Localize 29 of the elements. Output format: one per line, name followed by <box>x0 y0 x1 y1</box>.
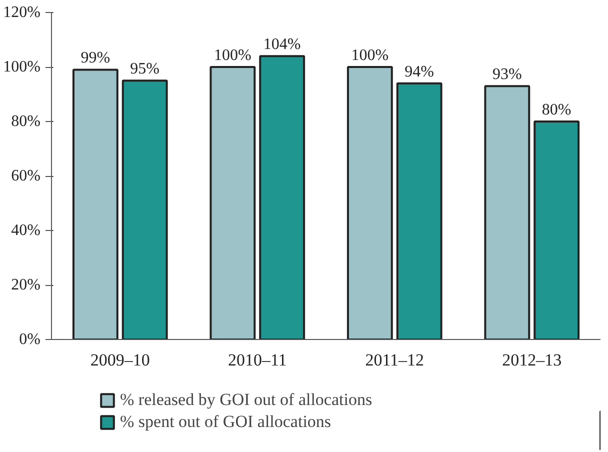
data-label: 95% <box>130 60 160 78</box>
x-tick-label: 2012–13 <box>502 350 562 370</box>
y-tick-label: 20% <box>11 276 40 294</box>
y-tick-label: 40% <box>11 222 40 239</box>
bar <box>346 66 393 340</box>
bar <box>396 82 442 340</box>
data-label: 80% <box>542 102 572 118</box>
y-tick-label: 60% <box>11 168 40 184</box>
data-label: 104% <box>263 36 301 54</box>
bar <box>122 80 168 340</box>
bar <box>210 66 256 340</box>
bar <box>72 68 118 340</box>
data-label: 99% <box>80 50 110 67</box>
x-tick-label: 2011–12 <box>365 350 424 370</box>
y-tick-label: 80% <box>11 113 40 130</box>
bar <box>259 55 306 340</box>
y-tick-label: 120% <box>3 4 40 21</box>
x-tick-label: 2009–10 <box>90 350 150 370</box>
y-tick-label: 0% <box>19 331 40 348</box>
data-label: 100% <box>214 47 252 64</box>
x-tick-label: 2010–11 <box>228 350 287 370</box>
legend-label: % released by GOI out of allocations <box>120 390 372 410</box>
bar <box>484 85 530 340</box>
data-label: 94% <box>404 63 434 80</box>
data-label: 100% <box>351 47 389 64</box>
bar <box>534 120 580 340</box>
legend-label: % spent out of GOI allocations <box>120 412 332 432</box>
y-tick-label: 100% <box>3 58 40 76</box>
data-label: 93% <box>492 66 522 84</box>
